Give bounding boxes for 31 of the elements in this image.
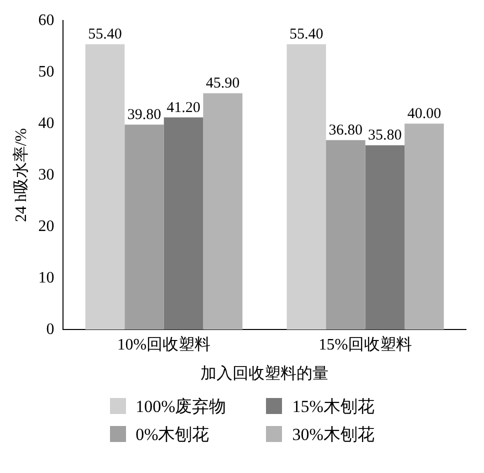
- bar: [85, 44, 125, 330]
- bar: [365, 145, 405, 330]
- x-tick-label: 15%回收塑料: [318, 335, 412, 354]
- bar: [124, 124, 164, 330]
- y-tick-label: 10: [38, 269, 54, 286]
- x-axis-title: 加入回收塑料的量: [200, 364, 329, 383]
- bar: [404, 124, 444, 330]
- y-axis-title: 24 h吸水率/%: [12, 128, 30, 222]
- x-tick-label: 10%回收塑料: [117, 335, 211, 354]
- bar: [326, 140, 366, 330]
- legend-label: 0%木刨花: [136, 424, 210, 446]
- data-label: 36.80: [328, 122, 363, 139]
- y-tick-label: 30: [38, 166, 54, 184]
- bar: [164, 117, 204, 330]
- data-label: 41.20: [166, 100, 200, 116]
- y-tick-label: 50: [38, 63, 54, 80]
- legend-label: 15%木刨花: [292, 396, 374, 418]
- data-label: 55.40: [88, 26, 122, 43]
- data-label: 45.90: [206, 76, 240, 92]
- y-tick-label: 20: [38, 218, 54, 235]
- bar: [286, 44, 326, 330]
- y-tick-label: 0: [46, 320, 54, 338]
- legend-label: 30%木刨花: [292, 424, 374, 446]
- data-label: 35.80: [368, 128, 402, 144]
- data-label: 40.00: [407, 106, 442, 122]
- data-label: 39.80: [127, 107, 162, 124]
- y-tick-label: 60: [38, 12, 54, 29]
- legend-label: 100%废弃物: [136, 396, 226, 418]
- data-label: 55.40: [290, 26, 324, 43]
- y-tick-label: 40: [38, 114, 54, 132]
- bar: [203, 93, 242, 330]
